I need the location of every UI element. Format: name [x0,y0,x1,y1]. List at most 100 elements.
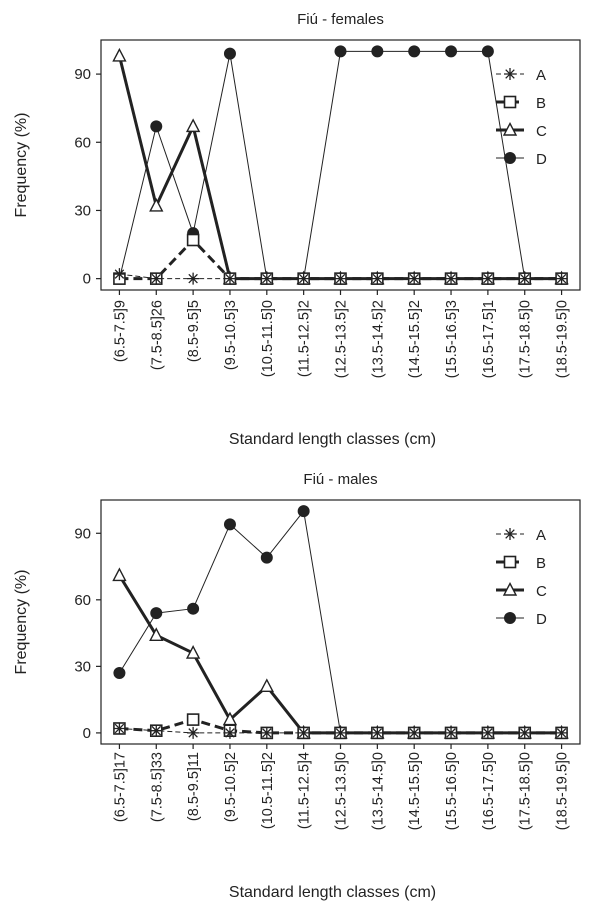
data-point-A [260,726,273,739]
data-point-A [113,268,126,281]
x-tick-label: (15.5-16.5]3 [444,300,460,378]
legend-label-C: C [536,123,547,140]
legend-marker-B [503,95,517,109]
data-point-A [445,272,458,285]
data-point-A [371,726,384,739]
y-tick-label: 60 [74,134,91,151]
data-point-C [185,645,201,659]
data-point-A [187,272,200,285]
data-point-A [223,726,236,739]
x-tick-label: (8.5-9.5]11 [186,752,202,821]
y-tick-label: 30 [74,202,91,219]
data-point-D [445,45,458,58]
x-tick-label: (6.5-7.5]17 [112,752,128,822]
data-point-A [150,272,163,285]
x-tick-label: (8.5-9.5]5 [186,300,202,362]
series-line-C [118,574,562,735]
x-tick-label: (17.5-18.5]0 [518,752,534,830]
data-point-C [185,118,201,133]
legend-marker-A [504,68,516,80]
data-point-D [297,505,310,518]
chart-title: Fiú - males [303,471,377,488]
y-tick-label: 60 [74,592,91,609]
data-point-D [408,45,421,58]
legend-marker-C [502,121,518,136]
data-point-A [113,722,126,735]
legend-label-A: A [536,527,546,544]
data-point-A [371,272,384,285]
x-tick-label: (18.5-19.5]0 [555,752,571,830]
data-point-A [187,726,200,739]
x-tick-label: (17.5-18.5]0 [518,300,534,378]
plot-frame [100,39,581,291]
x-axis-label: Standard length classes (cm) [229,884,436,901]
data-point-A [555,272,568,285]
legend-label-A: A [536,67,546,84]
data-point-C [112,567,127,582]
x-axis-label: Standard length classes (cm) [229,431,436,448]
x-tick-label: (11.5-12.5]2 [297,300,313,377]
data-point-A [260,272,273,285]
data-point-A [334,726,347,739]
data-point-A [150,724,163,737]
data-point-C [149,197,164,212]
data-point-A [408,726,421,739]
data-point-D [260,551,273,564]
x-tick-label: (7.5-8.5]33 [149,752,165,822]
data-point-D [371,45,384,58]
x-tick-label: (15.5-16.5]0 [444,752,460,830]
x-tick-label: (14.5-15.5]2 [407,300,423,378]
x-tick-label: (16.5-17.5]1 [481,300,497,378]
legend-marker-A [504,528,516,540]
data-point-A [518,726,531,739]
legend-label-D: D [536,151,547,168]
legend-marker-D [504,152,516,164]
data-point-B [186,233,200,247]
data-point-A [223,272,236,285]
y-tick-label: 90 [74,525,91,542]
y-axis-label: Frequency (%) [13,113,30,218]
x-tick-label: (6.5-7.5]9 [112,300,128,362]
data-point-D [334,45,347,58]
x-tick-label: (11.5-12.5]4 [297,752,313,829]
series-line-D [118,510,562,734]
y-axis-label: Frequency (%) [13,570,30,675]
series-line-C [117,55,562,281]
x-tick-label: (10.5-11.5]0 [260,300,276,377]
x-tick-label: (7.5-8.5]26 [149,300,165,370]
data-point-D [481,45,494,58]
data-point-A [518,272,531,285]
legend-label-D: D [536,611,547,628]
legend-label-C: C [536,583,547,600]
x-tick-label: (16.5-17.5]0 [481,752,497,830]
chart-title: Fiú - females [297,11,384,28]
y-tick-label: 90 [74,66,91,83]
data-point-C [259,678,274,693]
legend-marker-B [503,555,517,569]
data-point-C [149,627,164,642]
data-point-C [112,47,127,62]
data-point-A [445,726,458,739]
legend-label-B: B [536,95,546,112]
y-tick-label: 0 [83,271,91,288]
data-point-A [334,272,347,285]
data-point-D [187,602,200,615]
data-point-D [223,518,236,531]
data-point-A [481,726,494,739]
y-tick-label: 30 [74,658,91,675]
x-tick-label: (9.5-10.5]2 [223,752,239,822]
x-tick-label: (9.5-10.5]3 [223,300,239,370]
x-tick-label: (14.5-15.5]0 [407,752,423,830]
data-point-A [297,272,310,285]
data-point-D [150,120,163,133]
x-tick-label: (13.5-14.5]0 [370,752,386,830]
data-point-A [297,726,310,739]
x-tick-label: (10.5-11.5]2 [260,752,276,829]
legend-marker-D [504,612,516,624]
x-tick-label: (12.5-13.5]0 [334,752,350,830]
data-point-B [186,713,200,726]
series-line-D [118,50,562,280]
x-tick-label: (12.5-13.5]2 [334,300,350,378]
chart-panel-1: Fiú - females Frequency (%) 0 30 60 90 (6.5-7.… [13,11,581,448]
